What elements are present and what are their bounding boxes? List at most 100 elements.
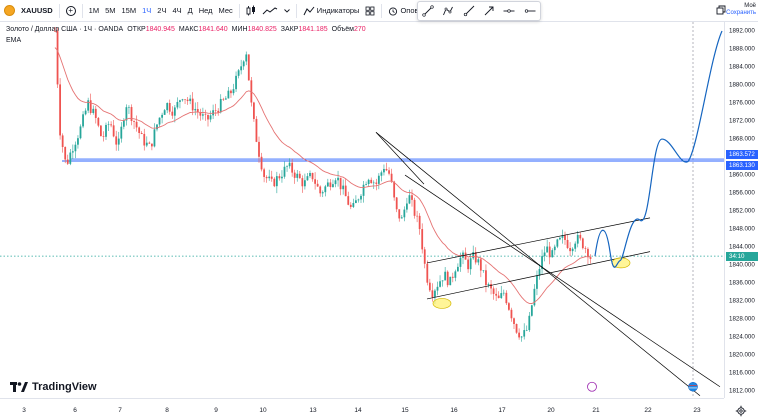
- gear-icon[interactable]: [735, 405, 747, 417]
- high-label: МАКС: [178, 26, 199, 33]
- low-label: МИН: [231, 26, 248, 33]
- candle-body: [158, 117, 161, 125]
- trend-line-tool[interactable]: [421, 4, 435, 18]
- timeframe-button[interactable]: 5М: [105, 6, 116, 15]
- candle-body: [120, 126, 123, 139]
- time-tick-label: 14: [354, 407, 362, 414]
- candle-body: [393, 181, 396, 198]
- candle-body: [344, 185, 347, 197]
- time-tick-label: 3: [22, 407, 26, 414]
- price-tick-label: 1844.000: [729, 243, 755, 251]
- candle-body: [502, 292, 505, 294]
- candle-body: [222, 98, 225, 100]
- candle-body: [372, 182, 375, 184]
- candle-body: [133, 120, 135, 122]
- candle-body: [153, 129, 156, 147]
- timeframe-button[interactable]: 1М: [88, 6, 100, 15]
- candle-body: [385, 168, 388, 171]
- trend-line-lower: [404, 174, 721, 388]
- timeframe-button[interactable]: 15М: [121, 6, 137, 15]
- price-axis[interactable]: 1892.000 1888.000 1884.000 1880.000 1876.000…: [724, 22, 758, 398]
- candle-body: [77, 138, 79, 145]
- price-tick-label: 1836.000: [729, 279, 755, 287]
- candle-body: [536, 275, 538, 289]
- tradingview-logo[interactable]: TradingView: [10, 376, 97, 398]
- candle-body: [74, 144, 77, 152]
- time-tick-label: 10: [259, 407, 267, 414]
- candle-body: [523, 330, 526, 337]
- tradingview-logo-text: TradingView: [32, 381, 97, 393]
- line-style-button[interactable]: [259, 3, 281, 19]
- bar-style-button[interactable]: [243, 3, 259, 19]
- candle-body: [130, 107, 133, 121]
- bar-style-dropdown[interactable]: [281, 3, 293, 19]
- candle-body: [497, 295, 500, 299]
- horizontal-ray-tool[interactable]: [523, 4, 537, 18]
- candles-icon: [246, 5, 255, 16]
- channel-lower-line: [426, 251, 651, 300]
- compare-button[interactable]: +: [63, 3, 79, 19]
- price-tick-label: 1856.000: [729, 189, 755, 197]
- horizontal-line-tool[interactable]: [502, 4, 516, 18]
- candle-body: [107, 124, 110, 125]
- time-tick-label: 16: [450, 407, 458, 414]
- symbol-group[interactable]: XAUUSD: [0, 0, 56, 21]
- timeframe-button[interactable]: Д: [187, 6, 193, 15]
- time-tick-label: 8: [165, 407, 169, 414]
- timeframe-button[interactable]: Нед: [198, 6, 213, 15]
- timeframe-button[interactable]: 2Ч: [157, 6, 167, 15]
- price-chart[interactable]: [0, 22, 724, 398]
- candle-body: [273, 178, 276, 187]
- timeframe-button[interactable]: 4Ч: [172, 6, 182, 15]
- templates-button[interactable]: [362, 3, 378, 19]
- level-badge-upper: 1863.572: [726, 150, 758, 160]
- forecast-path: [594, 30, 723, 268]
- candle-body: [533, 288, 536, 306]
- drawing-toolbar: [417, 1, 541, 21]
- candle-body: [365, 184, 367, 185]
- candle-body: [191, 98, 194, 111]
- candle-body: [472, 252, 475, 259]
- gold-symbol-icon: [4, 5, 15, 16]
- channel-upper-line: [426, 217, 651, 264]
- candle-body: [490, 283, 492, 289]
- candle-body: [370, 179, 373, 184]
- top-toolbar: XAUUSD + 1М 5М 15М 1Ч 2Ч 4Ч Д Нед Мес: [0, 0, 758, 22]
- restore-window-icon[interactable]: [716, 5, 726, 15]
- candle-body: [184, 99, 186, 100]
- candle-body: [79, 126, 82, 139]
- indicators-button[interactable]: Индикаторы: [300, 3, 363, 19]
- candle-body: [258, 141, 260, 157]
- candle-body: [564, 235, 566, 240]
- candle-body: [71, 151, 74, 153]
- path-icon: [443, 6, 454, 16]
- timeframe-button[interactable]: Мес: [218, 6, 233, 15]
- candle-body: [492, 288, 495, 294]
- candle-body: [97, 117, 100, 126]
- candle-body: [171, 111, 174, 116]
- indicators-icon: [303, 6, 315, 15]
- time-axis[interactable]: 3 6 7 8 9 10 13 14 15 16 17 20 21 22 23: [0, 398, 724, 420]
- price-tick-label: 1872.000: [729, 117, 755, 125]
- timeframe-button[interactable]: 1Ч: [142, 6, 152, 15]
- arrow-tool[interactable]: [482, 4, 496, 18]
- symbol-name[interactable]: XAUUSD: [21, 6, 53, 15]
- candle-body: [515, 324, 518, 333]
- time-tick-label: 21: [592, 407, 600, 414]
- candle-body: [487, 283, 490, 286]
- candle-body: [301, 178, 304, 187]
- divider: [58, 3, 60, 18]
- save-button[interactable]: Моё Сохранить: [726, 3, 756, 17]
- candle-body: [434, 290, 436, 298]
- candle-body: [199, 112, 202, 116]
- indicator-legend[interactable]: EMA: [6, 37, 22, 44]
- chevron-down-icon: [283, 8, 290, 13]
- candle-body: [423, 249, 426, 264]
- price-tick-label: 1888.000: [729, 45, 755, 53]
- legend-title[interactable]: Золото / Доллар США · 1Ч · OANDA: [6, 26, 124, 33]
- path-tool[interactable]: [441, 4, 455, 18]
- candle-body: [589, 257, 592, 259]
- candle-body: [56, 31, 59, 85]
- ray-tool[interactable]: [462, 4, 476, 18]
- open-label: ОТКР: [127, 26, 146, 33]
